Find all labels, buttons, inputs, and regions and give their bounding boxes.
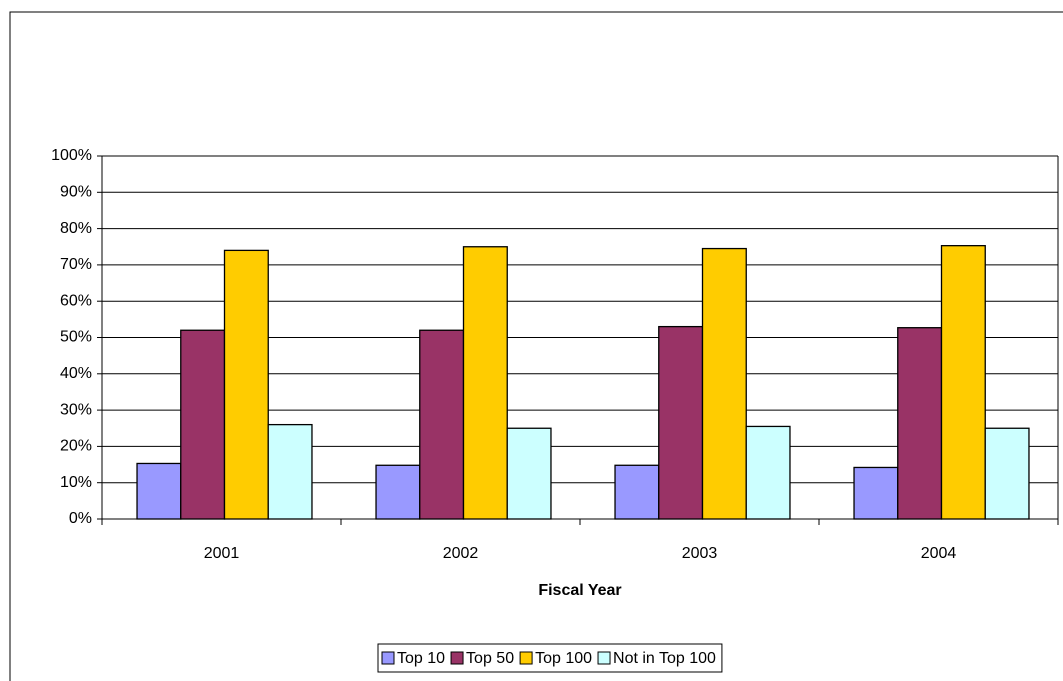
bar [267,423,313,520]
bar [897,327,943,520]
y-tick-label: 50% [60,329,92,346]
y-tick-label: 40% [60,365,92,382]
bar [658,325,704,520]
x-axis-title: Fiscal Year [538,582,621,599]
bar [462,246,508,520]
bar [180,329,226,520]
y-tick-label: 10% [60,474,92,491]
x-tick-label: 2004 [921,545,957,562]
bar [745,425,791,520]
legend-swatch [519,651,533,665]
bar [136,462,182,520]
bar [984,427,1030,520]
x-tick-label: 2002 [443,545,479,562]
legend-swatch [381,651,395,665]
y-tick-label: 70% [60,256,92,273]
bar [614,464,660,520]
y-tick-label: 100% [51,147,92,164]
x-tick-label: 2001 [204,545,240,562]
legend-label: Top 100 [535,650,592,667]
bar [223,249,269,520]
y-tick-label: 60% [60,292,92,309]
y-tick-label: 20% [60,438,92,455]
legend-swatch [597,651,611,665]
y-tick-label: 90% [60,184,92,201]
bar [419,329,465,520]
bar [375,464,421,520]
bar [701,247,747,520]
y-tick-label: 80% [60,220,92,237]
y-tick-label: 0% [69,510,92,527]
bar [853,466,899,520]
legend-label: Top 10 [397,650,445,667]
legend-label: Top 50 [466,650,514,667]
y-tick-label: 30% [60,401,92,418]
bar [506,427,552,520]
x-tick-label: 2003 [682,545,718,562]
legend-swatch [450,651,464,665]
legend-label: Not in Top 100 [613,650,716,667]
legend-box [377,643,723,673]
bar [940,245,986,520]
